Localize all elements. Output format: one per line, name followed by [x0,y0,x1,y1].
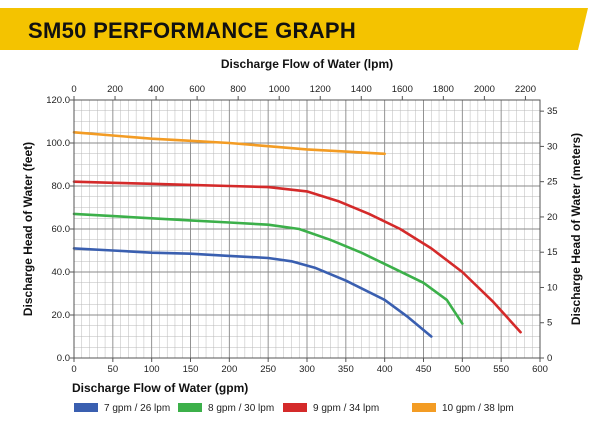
banner-shape [0,8,588,50]
y2-axis-title: Discharge Head of Water (meters) [569,133,583,325]
x-tick-label: 200 [221,364,237,375]
x2-tick-label: 800 [230,84,246,95]
series-line-2 [72,212,464,325]
x-tick-label: 300 [299,364,315,375]
legend-swatch-3 [283,403,307,412]
x-tick-label: 450 [416,364,432,375]
x2-tick-label: 200 [107,84,123,95]
y2-tick-label: 5 [547,318,552,329]
y2-tick-label: 20 [547,212,558,223]
page-title: SM50 PERFORMANCE GRAPH [28,18,357,43]
y-tick-label: 100.0 [46,138,70,149]
legend-swatch-4 [412,403,436,412]
y2-tick-label: 10 [547,282,558,293]
series-layer [72,131,522,338]
axes-layer: 0 50 100 150 200 250 300 350 400 450 500 550 6000.02… [46,84,557,375]
x-tick-label: 0 [71,364,76,375]
x2-tick-label: 2000 [474,84,495,95]
y2-tick-label: 25 [547,177,558,188]
y-tick-label: 0.0 [57,353,70,364]
y2-tick-label: 15 [547,247,558,258]
x2-tick-label: 1800 [433,84,454,95]
y-axis-title: Discharge Head of Water (feet) [21,142,35,316]
x-tick-label: 500 [454,364,470,375]
y-tick-label: 20.0 [52,310,71,321]
title-banner: SM50 PERFORMANCE GRAPH [0,0,600,56]
x2-tick-label: 600 [189,84,205,95]
x-tick-label: 150 [183,364,199,375]
legend-swatch-2 [178,403,202,412]
x-tick-label: 100 [144,364,160,375]
banner-background [0,8,588,50]
x2-tick-label: 1000 [269,84,290,95]
y-tick-label: 40.0 [52,267,71,278]
x-tick-label: 250 [260,364,276,375]
legend-swatch-1 [74,403,98,412]
x-tick-label: 350 [338,364,354,375]
y-tick-label: 60.0 [52,224,71,235]
legend-label-4: 10 gpm / 38 lpm [442,403,514,414]
y-tick-label: 120.0 [46,95,70,106]
legend-label-2: 8 gpm / 30 lpm [208,403,274,414]
y2-tick-label: 30 [547,141,558,152]
x2-tick-label: 2200 [515,84,536,95]
x-tick-label: 400 [377,364,393,375]
series-line-4 [72,131,387,156]
x-tick-label: 550 [493,364,509,375]
y-tick-label: 80.0 [52,181,71,192]
legend-label-1: 7 gpm / 26 lpm [104,403,170,414]
series-line-3 [72,180,522,334]
y2-tick-label: 35 [547,106,558,117]
legend-label-3: 9 gpm / 34 lpm [313,403,379,414]
x-tick-label: 50 [108,364,119,375]
y2-tick-label: 0 [547,353,552,364]
x2-tick-label: 400 [148,84,164,95]
x2-tick-label: 1600 [392,84,413,95]
series-line-1 [72,247,433,338]
x2-tick-label: 0 [71,84,76,95]
x2-tick-label: 1400 [351,84,372,95]
x-axis-title: Discharge Flow of Water (gpm) [72,381,248,395]
legend: 7 gpm / 26 lpm 8 gpm / 30 lpm 9 gpm / 34 l… [74,403,514,414]
x2-axis-title: Discharge Flow of Water (lpm) [221,57,393,71]
x-tick-label: 600 [532,364,548,375]
x2-tick-label: 1200 [310,84,331,95]
